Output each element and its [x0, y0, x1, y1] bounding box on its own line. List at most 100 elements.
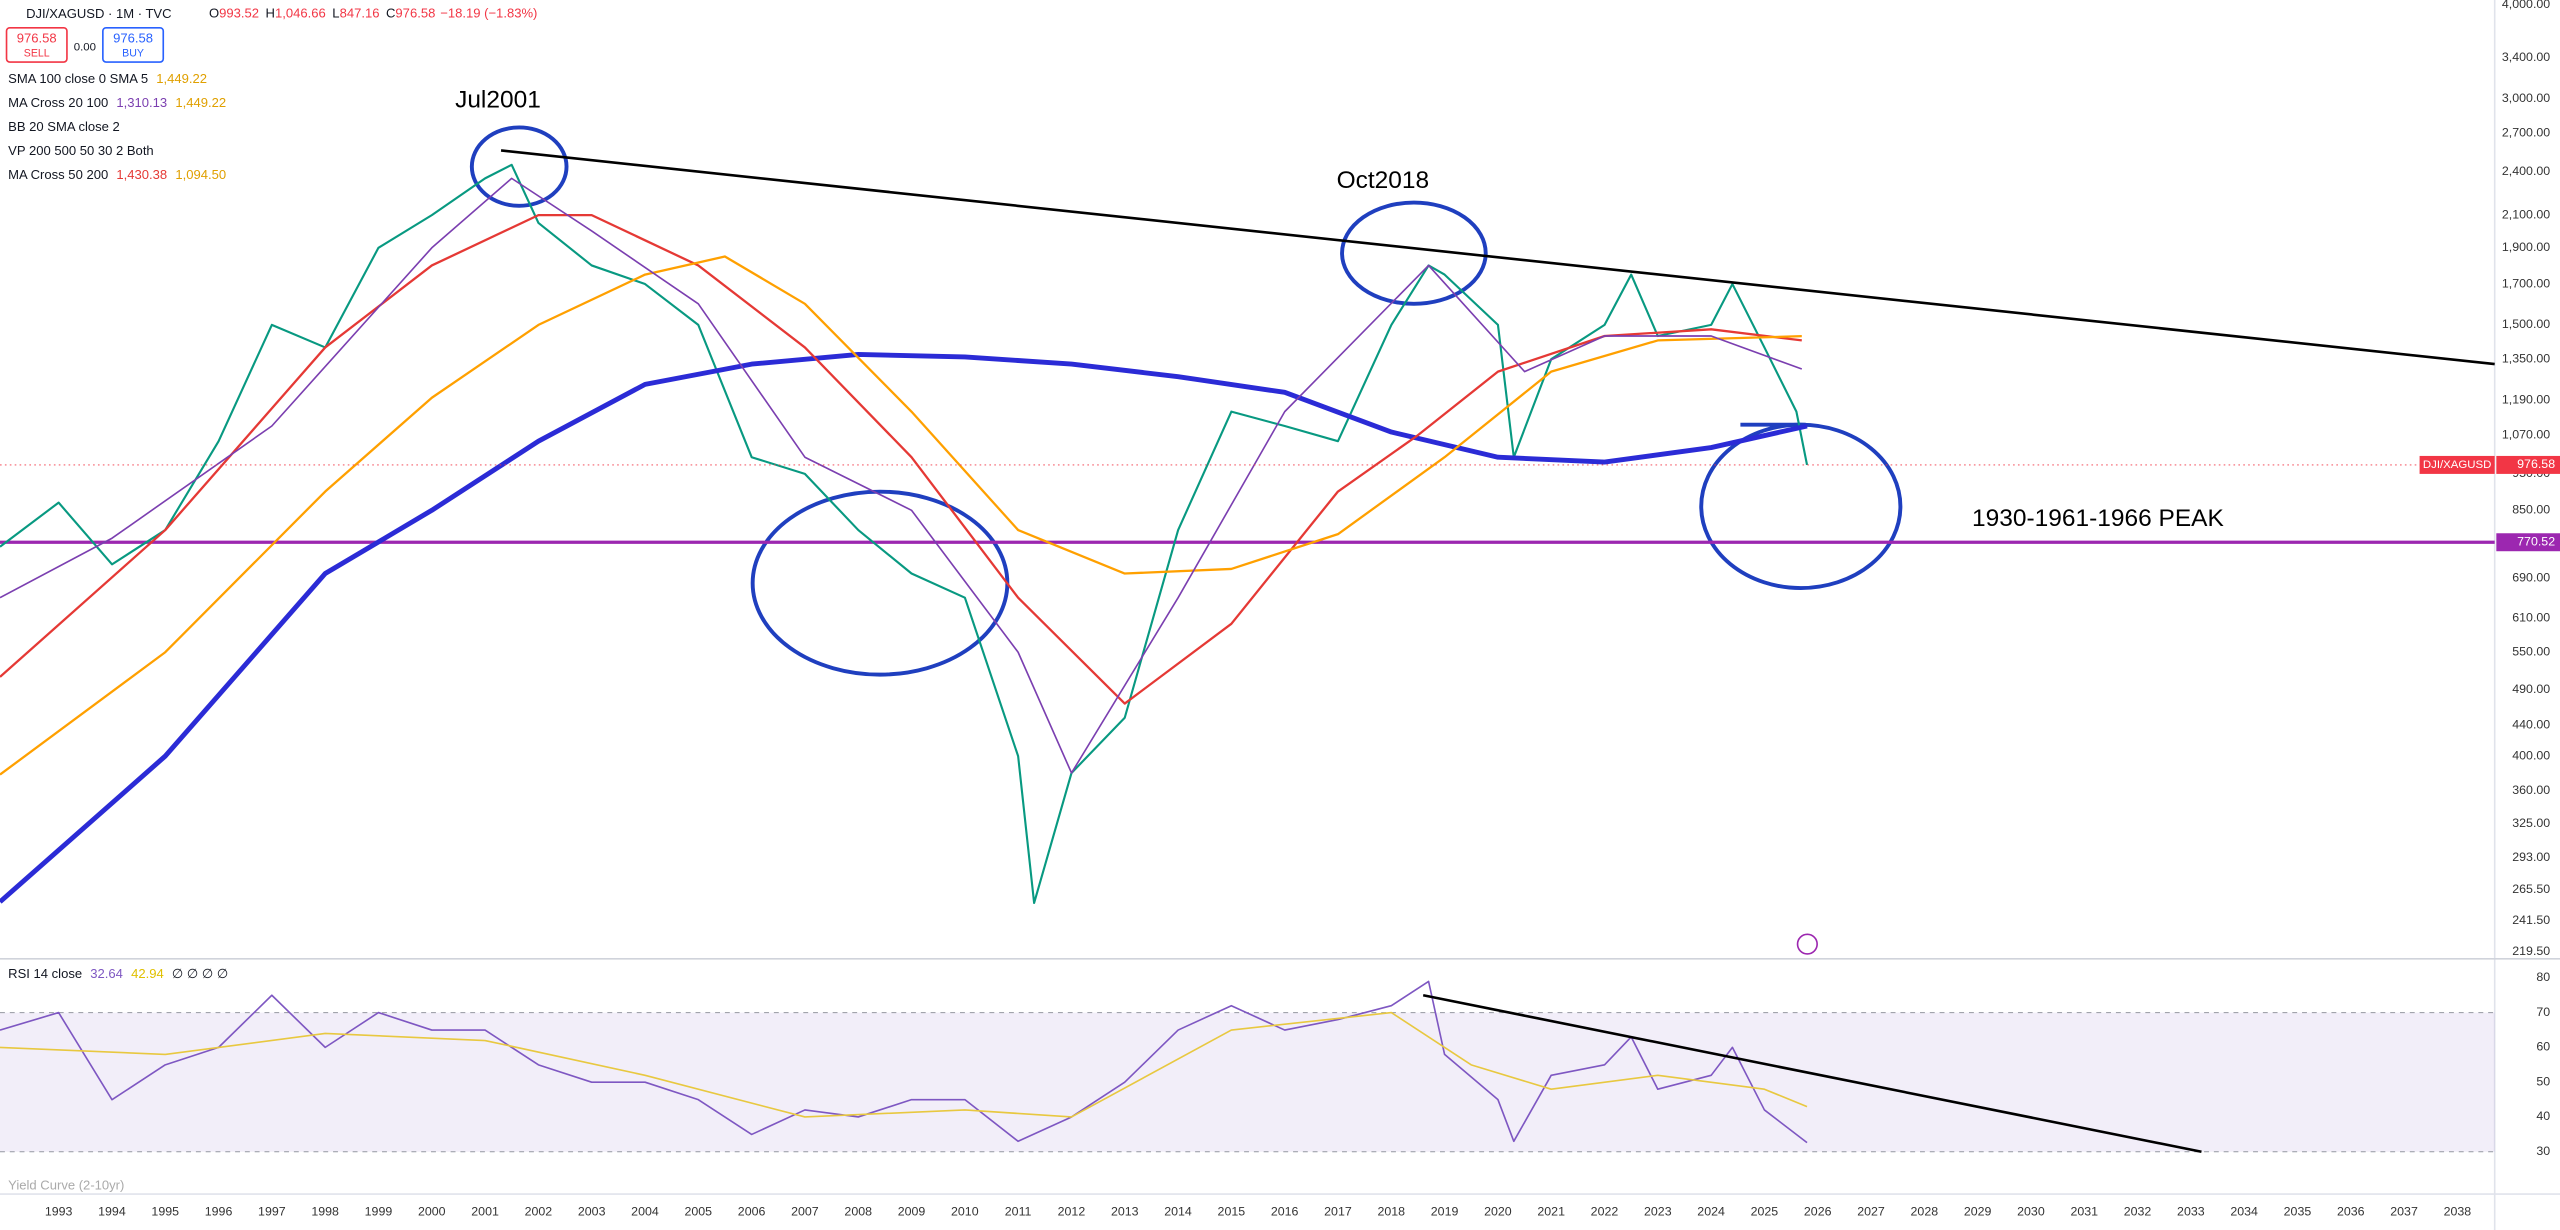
legend-entry: SMA 100 close 0 SMA 5 1,449.22	[8, 71, 207, 86]
x-tick-label: 2004	[631, 1204, 659, 1218]
x-tick-label: 2009	[898, 1204, 926, 1218]
x-tick-label: 1996	[205, 1204, 233, 1218]
x-tick-label: 2036	[2337, 1204, 2365, 1218]
y-tick-label: 2,400.00	[2502, 164, 2550, 178]
y-tick-label: 400.00	[2512, 748, 2550, 762]
y-tick-label: 2,700.00	[2502, 125, 2550, 139]
legend-value: 1,310.13	[116, 96, 167, 111]
sell-button[interactable]	[5, 26, 68, 63]
y-tick-label: 360.00	[2512, 783, 2550, 797]
buy-button[interactable]	[102, 26, 165, 63]
y-tick-label: 80	[2536, 970, 2550, 984]
y-tick-label: 2,100.00	[2502, 207, 2550, 221]
x-tick-label: 2026	[1804, 1204, 1832, 1218]
y-tick-label: 50	[2536, 1074, 2550, 1088]
x-tick-label: 2012	[1058, 1204, 1086, 1218]
ohlc-value: 993.52	[219, 6, 259, 21]
legend-label: VP 200 500 50 30 2 Both	[8, 144, 154, 159]
x-tick-label: 2008	[844, 1204, 872, 1218]
legend-value: 32.64	[90, 967, 123, 982]
y-tick-label: 1,070.00	[2502, 427, 2550, 441]
trendline	[500, 149, 2495, 366]
x-tick-label: 1995	[151, 1204, 179, 1218]
y-tick-label: 1,900.00	[2502, 240, 2550, 254]
x-tick-label: 2010	[951, 1204, 979, 1218]
ohlc-key: H	[266, 6, 275, 21]
y-tick-label: 265.50	[2512, 882, 2550, 896]
legend-value: 1,430.38	[116, 168, 167, 183]
y-tick-label: 219.50	[2512, 944, 2550, 958]
series-line	[0, 163, 1809, 905]
legend-value: 1,094.50	[175, 168, 226, 183]
legend-entry: RSI 14 close 32.64 42.94 ∅ ∅ ∅ ∅	[8, 967, 228, 982]
y-tick-label: 4,000.00	[2502, 0, 2550, 11]
x-tick-label: 2022	[1591, 1204, 1619, 1218]
x-tick-label: 2028	[1911, 1204, 1939, 1218]
legend-value: 1,449.22	[175, 96, 226, 111]
price-tag	[2496, 455, 2560, 474]
legend-entry: VP 200 500 50 30 2 Both	[8, 144, 154, 159]
legend-entry: MA Cross 20 100 1,310.13 1,449.22	[8, 96, 226, 111]
y-tick-label: 60	[2536, 1040, 2550, 1054]
series-line	[0, 980, 1808, 1144]
x-tick-label: 2021	[1537, 1204, 1565, 1218]
x-tick-label: 2018	[1377, 1204, 1405, 1218]
rsi-band	[0, 1012, 2495, 1152]
y-tick-label: 70	[2536, 1005, 2550, 1019]
y-tick-label: 490.00	[2512, 682, 2550, 696]
x-tick-label: 2030	[2017, 1204, 2045, 1218]
x-tick-label: 2037	[2390, 1204, 2418, 1218]
x-tick-label: 2029	[1964, 1204, 1992, 1218]
legend-entry: BB 20 SMA close 2	[8, 120, 120, 135]
x-tick-label: 2019	[1431, 1204, 1459, 1218]
x-tick-label: 2000	[418, 1204, 446, 1218]
x-tick-label: 2003	[578, 1204, 606, 1218]
y-tick-label: 850.00	[2512, 502, 2550, 516]
y-tick-label: 440.00	[2512, 717, 2550, 731]
x-tick-label: 2011	[1005, 1204, 1032, 1218]
x-tick-label: 2007	[791, 1204, 819, 1218]
annotation-circle	[469, 125, 569, 208]
ohlc-value: 847.16	[340, 6, 380, 21]
event-icon[interactable]	[1796, 933, 1818, 955]
x-tick-label: 1997	[258, 1204, 286, 1218]
y-tick-label: 1,700.00	[2502, 276, 2550, 290]
y-tick-label: 1,190.00	[2502, 393, 2550, 407]
x-tick-label: 1993	[45, 1204, 73, 1218]
x-tick-label: 1994	[98, 1204, 126, 1218]
x-tick-label: 2038	[2444, 1204, 2472, 1218]
x-tick-label: 2013	[1111, 1204, 1139, 1218]
x-tick-label: 2014	[1164, 1204, 1192, 1218]
x-tick-label: 2002	[525, 1204, 553, 1218]
symbol-tag	[2419, 455, 2495, 474]
x-tick-label: 1998	[311, 1204, 339, 1218]
y-tick-label: 30	[2536, 1144, 2550, 1158]
y-tick-label: 610.00	[2512, 611, 2550, 625]
annotation: Jul2001	[455, 87, 541, 114]
sell-price: 976.58	[17, 31, 57, 46]
legend-value: ∅ ∅ ∅ ∅	[172, 967, 228, 982]
series-line	[0, 1011, 1808, 1118]
x-tick-label: 2017	[1324, 1204, 1352, 1218]
symbol-tag-label: DJI/XAGUSD	[2423, 459, 2492, 471]
annotation-circle	[1340, 200, 1488, 306]
price-tag	[2496, 533, 2560, 552]
ohlc-key: C	[386, 6, 395, 21]
series-line	[0, 255, 1802, 776]
ohlc-value: 1,046.66	[275, 6, 326, 21]
x-tick-label: 2023	[1644, 1204, 1672, 1218]
x-tick-label: 2024	[1697, 1204, 1725, 1218]
ohlc-value: 976.58	[395, 6, 435, 21]
x-tick-label: 2020	[1484, 1204, 1512, 1218]
y-tick-label: 293.00	[2512, 850, 2550, 864]
x-tick-label: 2033	[2177, 1204, 2205, 1218]
change: −18.19 (−1.83%)	[440, 6, 537, 21]
spread: 0.00	[74, 41, 96, 53]
price-tag-label: 770.52	[2517, 535, 2555, 549]
x-tick-label: 1999	[365, 1204, 393, 1218]
x-tick-label: 2016	[1271, 1204, 1299, 1218]
y-tick-label: 550.00	[2512, 645, 2550, 659]
y-tick-label: 1,350.00	[2502, 352, 2550, 366]
buy-label: BUY	[122, 48, 144, 60]
